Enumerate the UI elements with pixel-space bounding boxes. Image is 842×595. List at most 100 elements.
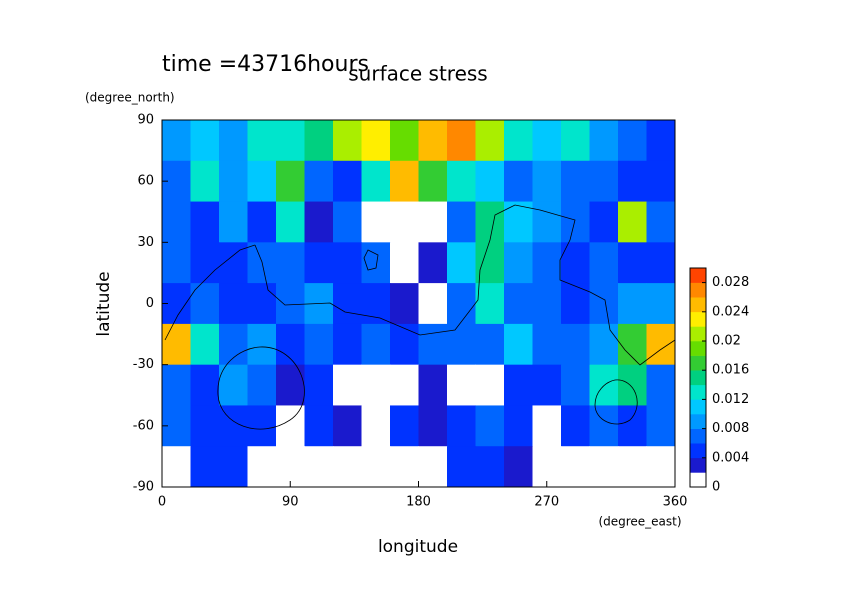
cell [190,242,220,284]
colorbar-band [690,268,706,283]
x-tick-label: 270 [534,495,559,510]
cell [532,364,562,406]
cell [418,283,448,325]
cell [561,405,590,447]
cell [219,120,248,162]
chart-subtitle: time =43716hours [162,52,369,77]
x-axis-label: longitude [378,537,458,557]
cell [589,201,619,243]
cell [589,323,619,366]
cell [162,242,191,284]
cell [333,242,362,284]
cell [390,283,419,325]
y-tick-label: 0 [146,296,154,311]
cell [418,323,448,366]
cell [475,120,505,162]
cell [475,405,505,447]
cell [532,323,562,366]
cell [418,405,448,447]
y-tick-label: 60 [137,174,154,189]
cell [475,160,505,203]
cell [361,160,391,203]
cell [646,283,676,325]
x-tick-label: 360 [663,495,688,510]
cell [247,283,277,325]
cell [247,120,277,162]
cell [418,120,448,162]
cell [447,364,476,406]
coastlines [164,204,676,430]
cell [532,242,562,284]
cell [247,405,277,447]
cell [589,160,619,203]
cell [162,120,191,162]
colorbar-band [690,311,706,327]
cell [219,283,248,325]
cell [361,446,391,488]
colorbar-frame [689,267,707,488]
cell [333,120,362,162]
cell [276,446,305,488]
cell [447,323,476,366]
cell [618,405,647,447]
colorbar-band [690,384,706,400]
cell [361,120,391,162]
colorbar: 0 0.004 0.008 0.012 0.016 0.02 0.024 0.028 [689,267,749,495]
coastline [217,346,305,430]
cell [390,160,419,203]
cell [561,160,590,203]
cell [447,283,476,325]
cell [333,446,362,488]
cell [247,160,277,203]
cell [219,160,248,203]
colorbar-band [690,282,706,298]
cell [589,283,619,325]
cell [190,446,220,488]
cell [390,405,419,447]
cell [561,446,590,488]
cell [162,446,191,488]
colorbar-band [690,443,706,459]
x-tick-label: 0 [158,495,166,510]
cell [504,242,533,284]
cell [618,323,647,366]
cell [333,283,362,325]
cell [361,283,391,325]
cell [447,201,476,243]
colorbar-band [690,414,706,429]
cell [532,120,562,162]
cell [589,120,619,162]
colorbar-band [690,370,706,386]
cell [418,446,448,488]
cell [333,323,362,366]
x-tick-label: 90 [282,495,299,510]
colorbar-tick-label: 0.008 [712,421,749,436]
cell [190,120,220,162]
colorbar-band [690,341,706,356]
colorbar-band [690,399,706,415]
cell [646,201,676,243]
colorbar-band [690,297,706,313]
cell [333,201,362,243]
cell [190,201,220,243]
cell [390,120,419,162]
cell [276,201,305,243]
cell [618,364,647,406]
coastline [594,379,638,425]
cell [447,160,476,203]
x-unit: (degree_east) [598,515,681,529]
cell [561,283,590,325]
cell [190,160,220,203]
cell [618,160,647,203]
colorbar-tick-label: 0.012 [712,392,749,407]
cell [589,446,619,488]
colorbar-tick-label: 0.016 [712,363,749,378]
cell [304,364,334,406]
cell [304,201,334,243]
cell [504,364,533,406]
cell [190,283,220,325]
cell [162,201,191,243]
chart-title: surface stress [348,62,487,86]
cell [561,201,590,243]
